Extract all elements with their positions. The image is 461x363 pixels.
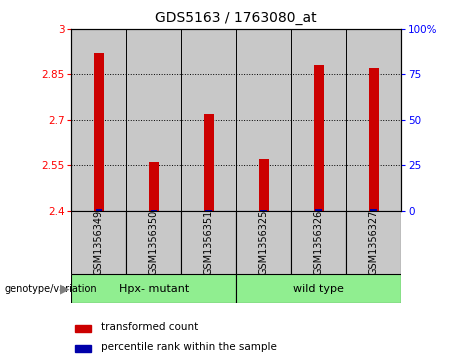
Bar	[315, 209, 322, 211]
Bar	[149, 162, 159, 211]
Bar	[75, 325, 91, 332]
Bar	[181, 211, 236, 274]
Bar	[314, 65, 324, 211]
Bar	[181, 29, 236, 211]
Bar	[346, 29, 401, 211]
Bar	[95, 209, 102, 211]
Bar	[346, 211, 401, 274]
Bar	[370, 209, 377, 211]
Text: GSM1356326: GSM1356326	[313, 210, 324, 275]
Text: ▶: ▶	[60, 282, 70, 295]
Text: wild type: wild type	[293, 284, 344, 294]
Title: GDS5163 / 1763080_at: GDS5163 / 1763080_at	[155, 11, 317, 25]
Bar	[236, 29, 291, 211]
Bar	[75, 345, 91, 352]
Bar	[126, 211, 181, 274]
Text: genotype/variation: genotype/variation	[5, 284, 97, 294]
Bar	[236, 211, 291, 274]
Bar	[236, 274, 401, 303]
Bar	[204, 114, 214, 211]
Text: transformed count: transformed count	[101, 322, 198, 332]
Text: GSM1356350: GSM1356350	[149, 210, 159, 275]
Bar	[369, 68, 378, 211]
Bar	[259, 159, 269, 211]
Bar	[71, 274, 236, 303]
Text: GSM1356325: GSM1356325	[259, 209, 269, 275]
Bar	[94, 53, 104, 211]
Text: Hpx- mutant: Hpx- mutant	[119, 284, 189, 294]
Bar	[126, 29, 181, 211]
Bar	[151, 209, 157, 211]
Bar	[291, 211, 346, 274]
Bar	[71, 211, 126, 274]
Bar	[71, 29, 126, 211]
Bar	[260, 209, 267, 211]
Bar	[206, 210, 212, 211]
Bar	[291, 29, 346, 211]
Text: GSM1356349: GSM1356349	[94, 210, 104, 275]
Text: percentile rank within the sample: percentile rank within the sample	[101, 342, 277, 352]
Text: GSM1356327: GSM1356327	[369, 209, 378, 275]
Text: GSM1356351: GSM1356351	[204, 210, 214, 275]
